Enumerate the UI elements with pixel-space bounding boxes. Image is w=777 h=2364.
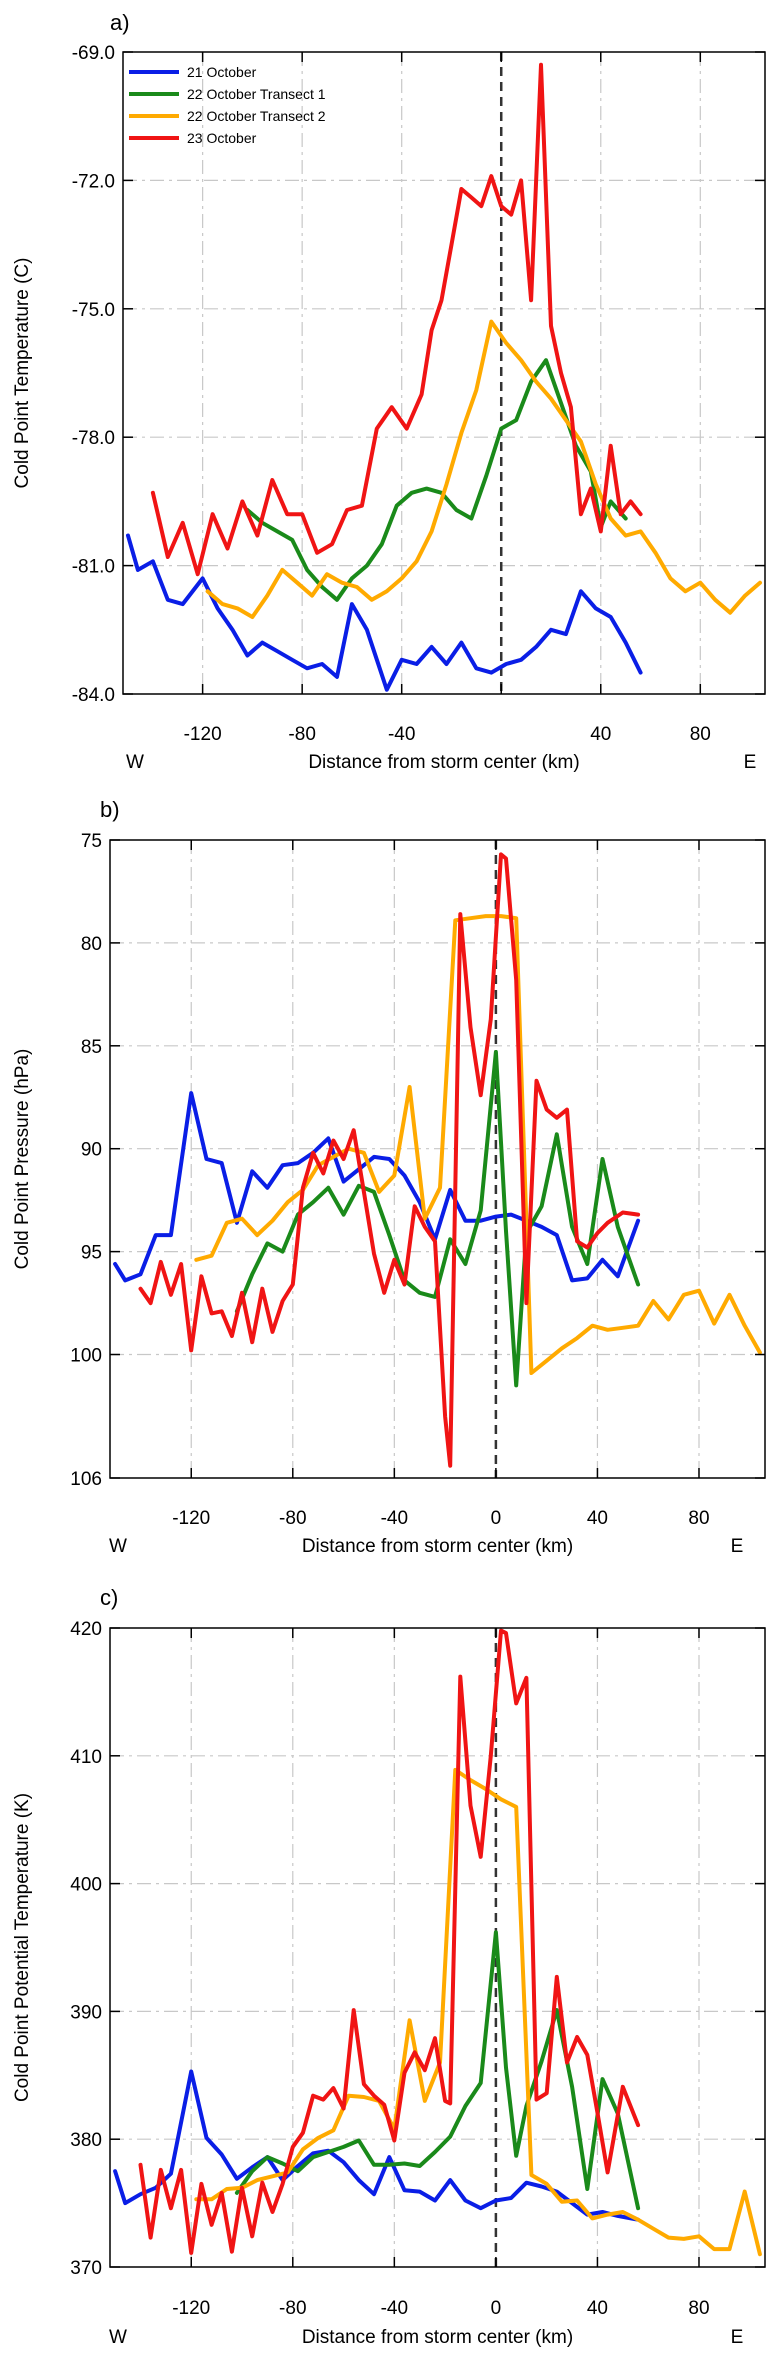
y-tick-label: -78.0: [72, 428, 115, 449]
grid: [110, 1628, 765, 2267]
legend-entry: 22 October Transect 1: [187, 86, 326, 102]
legend-entry: 22 October Transect 2: [187, 108, 326, 124]
x-tick-label: -80: [279, 2298, 306, 2319]
x-tick-label: -80: [288, 724, 315, 745]
east-label: E: [731, 1536, 744, 1557]
series-group: [113, 852, 762, 1468]
x-tick-label: -120: [184, 724, 222, 745]
x-tick-label: -40: [381, 2298, 408, 2319]
legend-entry: 21 October: [187, 64, 257, 80]
y-tick-label: 80: [81, 934, 102, 955]
panel-3: -120 -80 -40 0 40 80 370 380 390 400 410 420 Distanc…: [12, 1585, 766, 2348]
series-group: [113, 1628, 762, 2257]
y-axis-title: Cold Point Temperature (C): [12, 258, 33, 489]
panel-label: b): [100, 797, 120, 822]
panel-2: -120 -80 -40 0 40 80 75 80 85 90 95 100 106 Distance …: [12, 797, 766, 1557]
panel-label: c): [100, 1585, 118, 1610]
east-label: E: [744, 752, 757, 773]
series-line-21-october: [113, 1091, 641, 1283]
grid: [123, 52, 765, 694]
series-line-22-october-transect-2: [194, 1767, 762, 2257]
y-tick-label: 85: [81, 1037, 102, 1058]
y-tick-label: -81.0: [72, 557, 115, 578]
series-line-22-october-transect-2: [194, 914, 762, 1375]
y-tick-label: 90: [81, 1140, 102, 1161]
x-tick-label: 80: [690, 724, 711, 745]
series-line-23-october: [138, 1628, 641, 2255]
y-tick-label: 380: [70, 2130, 102, 2151]
x-tick-label: 80: [688, 1508, 709, 1529]
series-line-21-october: [126, 533, 643, 692]
y-axis-title: Cold Point Potential Temperature (K): [12, 1793, 33, 2102]
x-tick-label: 40: [587, 1508, 608, 1529]
x-tick-label: -40: [388, 724, 415, 745]
grid: [110, 840, 765, 1478]
y-tick-label: 400: [70, 1875, 102, 1896]
series-line-22-october-transect-1: [245, 358, 628, 602]
y-tick-label: -84.0: [72, 685, 115, 706]
x-tick-label: -120: [172, 2298, 210, 2319]
y-tick-label: 106: [70, 1469, 102, 1490]
plot-frame: [109, 839, 766, 1479]
x-axis-title: Distance from storm center (km): [302, 1536, 573, 1557]
y-tick-label: 390: [70, 2002, 102, 2023]
x-tick-label: 0: [491, 1508, 502, 1529]
plot-frame: [109, 1627, 766, 2268]
west-label: W: [109, 2327, 127, 2348]
y-tick-label: 100: [70, 1346, 102, 1367]
series-line-22-october-transect-1: [234, 1050, 641, 1388]
panel-label: a): [110, 10, 130, 35]
x-tick-label: 40: [587, 2298, 608, 2319]
y-tick-label: -69.0: [72, 43, 115, 64]
panel-1: -120 -80 -40 40 80 -84.0 -81.0 -78.0 -75.0 -72.0 -…: [12, 10, 766, 773]
x-tick-label: 80: [688, 2298, 709, 2319]
x-tick-label: -40: [381, 1508, 408, 1529]
y-axis-title: Cold Point Pressure (hPa): [12, 1049, 33, 1270]
legend: 21 October 22 October Transect 1 22 Octobe…: [129, 64, 326, 146]
series-line-22-october-transect-2: [205, 319, 762, 619]
east-label: E: [731, 2327, 744, 2348]
x-tick-label: 40: [590, 724, 611, 745]
series-line-23-october: [150, 62, 643, 577]
x-axis-title: Distance from storm center (km): [308, 752, 579, 773]
y-tick-label: 370: [70, 2258, 102, 2279]
y-tick-label: -72.0: [72, 171, 115, 192]
west-label: W: [109, 1536, 127, 1557]
series-line-23-october: [138, 852, 641, 1468]
y-tick-label: -75.0: [72, 300, 115, 321]
legend-entry: 23 October: [187, 130, 257, 146]
series-line-21-october: [113, 2069, 641, 2222]
x-axis-title: Distance from storm center (km): [302, 2327, 573, 2348]
y-tick-label: 75: [81, 831, 102, 852]
plot-frame: [122, 51, 766, 695]
x-tick-label: 0: [491, 2298, 502, 2319]
x-tick-label: -120: [172, 1508, 210, 1529]
y-tick-label: 410: [70, 1747, 102, 1768]
y-tick-label: 420: [70, 1619, 102, 1640]
series-group: [126, 62, 762, 692]
y-tick-label: 95: [81, 1243, 102, 1264]
x-tick-label: -80: [279, 1508, 306, 1529]
west-label: W: [126, 752, 144, 773]
